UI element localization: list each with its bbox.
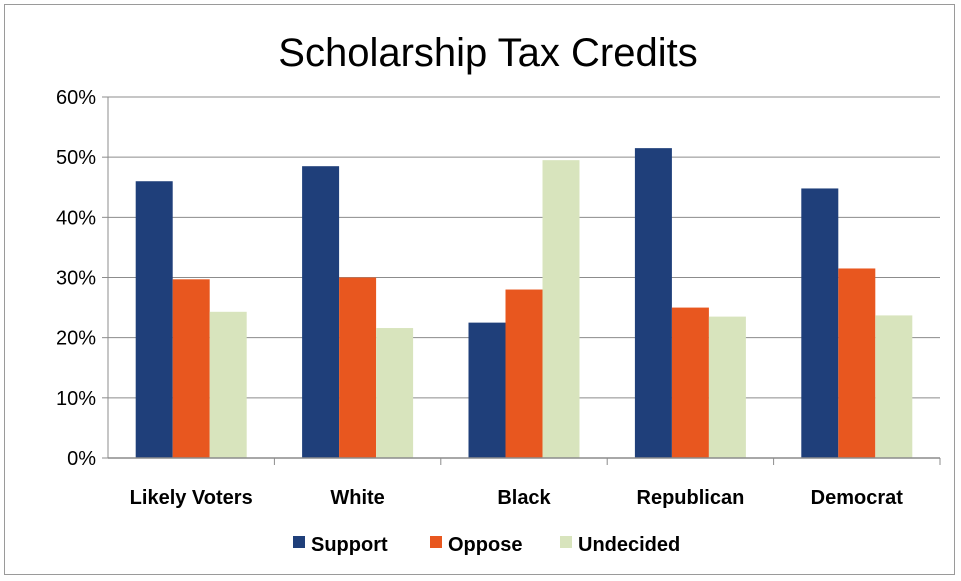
- bars: [135, 148, 913, 459]
- legend-label-support: Support: [311, 534, 388, 556]
- y-tick-label: 0%: [67, 448, 96, 470]
- bar-undecided-democrat: [875, 315, 913, 458]
- x-axis-ticks: Likely Voters White Black Republican Democra…: [130, 487, 904, 509]
- x-tick-label: Likely Voters: [130, 487, 253, 509]
- y-tick-label: 10%: [56, 388, 96, 410]
- legend-swatch-support: [293, 536, 305, 548]
- bar-oppose-democrat: [838, 268, 876, 458]
- legend-label-undecided: Undecided: [578, 534, 680, 556]
- bar-oppose-likely-voters: [172, 279, 210, 458]
- x-tick-label: Democrat: [811, 487, 904, 509]
- y-tick-label: 40%: [56, 207, 96, 229]
- chart-title: Scholarship Tax Credits: [278, 31, 697, 75]
- bar-undecided-black: [542, 160, 580, 459]
- bar-oppose-black: [505, 289, 543, 458]
- legend: Support Oppose Undecided: [293, 534, 680, 556]
- bar-support-republican: [634, 148, 672, 458]
- y-tick-label: 30%: [56, 268, 96, 290]
- y-tick-label: 20%: [56, 328, 96, 350]
- bar-undecided-republican: [708, 316, 746, 458]
- x-tick-label: Black: [497, 487, 551, 509]
- x-tick-label: White: [330, 487, 384, 509]
- bar-support-white: [302, 166, 340, 459]
- bar-oppose-republican: [671, 307, 709, 458]
- y-tick-label: 50%: [56, 147, 96, 169]
- legend-swatch-oppose: [430, 536, 442, 548]
- legend-swatch-undecided: [560, 536, 572, 548]
- x-tick-label: Republican: [637, 487, 745, 509]
- bar-undecided-likely-voters: [209, 311, 247, 458]
- x-axis: [107, 97, 941, 465]
- legend-label-oppose: Oppose: [448, 534, 522, 556]
- bar-support-black: [468, 322, 506, 458]
- bar-undecided-white: [376, 328, 414, 458]
- bar-support-democrat: [801, 188, 839, 458]
- bar-support-likely-voters: [135, 181, 173, 458]
- bar-oppose-white: [339, 277, 377, 458]
- y-axis-ticks: 0% 10% 20% 30% 40% 50% 60%: [56, 87, 96, 470]
- y-tick-label: 60%: [56, 87, 96, 109]
